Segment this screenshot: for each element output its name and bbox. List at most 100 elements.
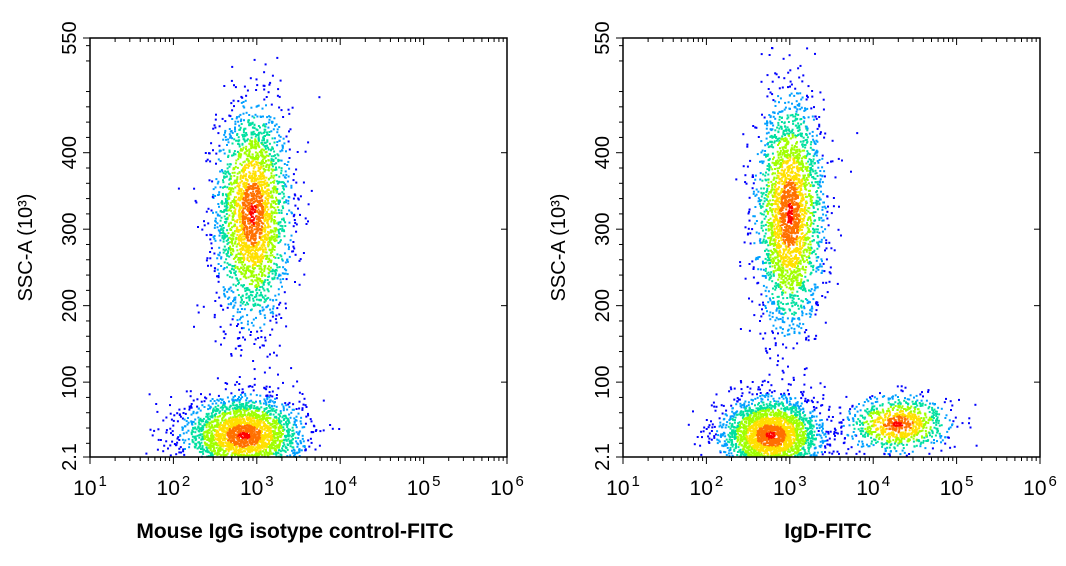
data-point: [247, 155, 250, 157]
data-point: [268, 232, 271, 235]
data-point: [231, 443, 234, 446]
data-point: [221, 192, 224, 195]
data-point: [281, 227, 284, 230]
data-point: [242, 238, 245, 241]
data-point: [249, 239, 252, 242]
data-point: [213, 237, 216, 240]
data-point: [291, 429, 294, 432]
data-point: [262, 450, 265, 453]
data-point: [259, 270, 262, 273]
data-point: [239, 411, 242, 414]
data-point: [224, 441, 227, 444]
data-point: [217, 132, 220, 135]
data-point: [263, 270, 266, 273]
data-point: [262, 243, 265, 246]
data-point: [256, 242, 259, 245]
data-point: [233, 232, 236, 235]
data-point: [302, 445, 305, 448]
data-point: [219, 454, 222, 457]
data-point: [226, 445, 229, 448]
data-point: [245, 94, 248, 97]
data-point: [249, 140, 252, 143]
data-point: [285, 417, 288, 420]
data-point: [283, 188, 285, 191]
data-point: [231, 421, 234, 424]
data-point: [272, 444, 275, 447]
data-point: [261, 271, 264, 274]
data-point: [236, 325, 238, 327]
data-point: [165, 429, 168, 432]
data-point: [274, 186, 277, 189]
data-point: [226, 306, 229, 309]
data-point: [260, 254, 262, 257]
data-point: [246, 443, 249, 446]
data-point: [249, 437, 252, 440]
data-point: [295, 168, 298, 171]
data-point: [281, 449, 284, 452]
data-point: [207, 408, 210, 411]
data-point: [259, 402, 262, 405]
data-point: [237, 198, 240, 201]
data-point: [229, 404, 232, 407]
data-point: [249, 199, 252, 202]
data-point: [272, 200, 275, 203]
data-point: [249, 155, 252, 158]
data-point: [239, 126, 242, 129]
data-point: [281, 146, 284, 149]
data-point: [259, 326, 262, 329]
data-point: [225, 207, 228, 210]
data-point: [245, 429, 248, 432]
data-point: [238, 416, 241, 419]
data-point: [251, 422, 254, 425]
data-point: [242, 214, 244, 217]
data-point: [263, 125, 266, 128]
data-point: [274, 451, 277, 454]
data-point: [238, 124, 241, 127]
data-point: [257, 303, 259, 306]
data-point: [275, 235, 278, 238]
data-point: [250, 253, 253, 256]
data-point: [225, 194, 228, 197]
data-point: [272, 432, 275, 435]
data-point: [300, 416, 303, 419]
data-point: [237, 283, 240, 286]
data-point: [230, 79, 233, 82]
data-point: [257, 181, 260, 184]
data-point: [265, 388, 268, 391]
data-point: [247, 450, 250, 453]
data-point: [261, 279, 264, 282]
data-point: [250, 235, 253, 238]
data-point: [248, 176, 250, 178]
data-point: [265, 419, 267, 422]
data-point: [259, 217, 261, 220]
data-point: [308, 445, 311, 448]
data-point: [232, 291, 235, 294]
data-point: [208, 444, 211, 447]
data-point: [288, 421, 291, 424]
data-point: [269, 394, 272, 397]
data-point: [210, 444, 213, 447]
data-point: [231, 212, 234, 215]
data-point: [252, 133, 254, 136]
data-point: [274, 411, 277, 414]
data-point: [197, 311, 200, 314]
data-point: [215, 178, 218, 181]
data-point: [286, 408, 289, 411]
data-point: [251, 294, 254, 297]
data-point: [271, 278, 274, 281]
data-point: [262, 435, 265, 437]
data-point: [251, 115, 254, 118]
data-point: [241, 226, 244, 229]
data-point: [248, 297, 251, 300]
data-point: [234, 208, 237, 211]
data-point: [270, 447, 273, 450]
data-point: [267, 245, 270, 248]
data-point: [269, 399, 272, 402]
data-point: [157, 428, 160, 431]
data-point: [182, 432, 185, 435]
data-point: [269, 400, 272, 403]
data-point: [241, 238, 243, 241]
data-point: [264, 179, 267, 182]
data-point: [286, 424, 289, 427]
data-point: [238, 337, 241, 339]
